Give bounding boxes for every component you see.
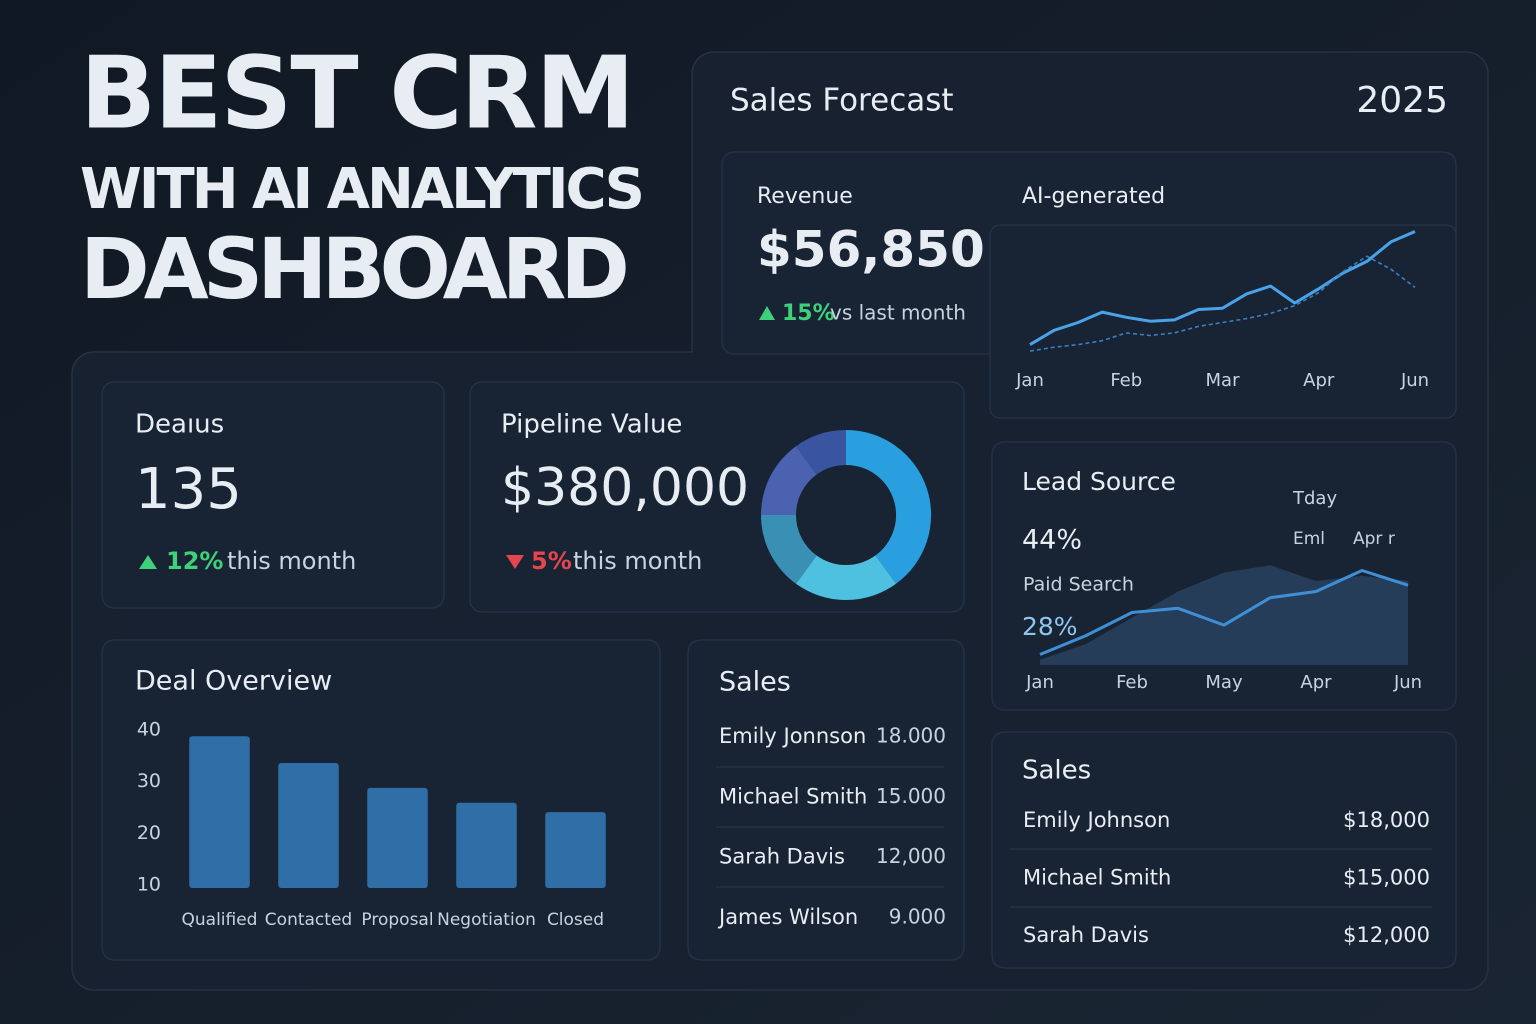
row-value: $12,000 — [1343, 923, 1430, 947]
bar — [367, 787, 428, 888]
donut-segment — [846, 429, 932, 584]
change-text: this month — [227, 547, 356, 575]
x-tick-label: Jan — [1015, 370, 1044, 391]
y-tick-label: 40 — [137, 719, 161, 741]
title-line: BEST CRM — [80, 34, 635, 151]
x-tick-label: Apr — [1300, 672, 1332, 693]
row-name: Sarah Davis — [719, 845, 845, 869]
row-value: 12,000 — [876, 844, 946, 868]
x-tick-label: Feb — [1116, 672, 1148, 693]
section-title: Sales Forecast — [730, 83, 954, 119]
row-value: $18,000 — [1343, 808, 1430, 832]
row-value: 15.000 — [876, 784, 946, 808]
chart-title: Deal Overview — [135, 666, 332, 697]
y-tick-label: 30 — [137, 770, 161, 792]
year: 2025 — [1356, 80, 1448, 121]
row-name: Emily Johnson — [1023, 808, 1170, 832]
kpi-value: 135 — [135, 457, 242, 522]
row-value: 18.000 — [876, 724, 946, 748]
stat-label: Paid Search — [1023, 574, 1134, 596]
x-tick-label: Contacted — [265, 910, 352, 930]
x-tick-label: Feb — [1110, 370, 1142, 391]
section-title: Sales — [1022, 756, 1091, 786]
x-tick-label: Closed — [547, 910, 604, 930]
x-tick-label: Qualified — [182, 910, 258, 930]
donut-segment — [796, 429, 846, 475]
x-tick-label: Proposal — [361, 910, 433, 930]
bar — [545, 812, 606, 888]
change: 12% — [166, 547, 223, 575]
card — [991, 731, 1457, 969]
x-tick-label: Mar — [1206, 370, 1241, 391]
card — [687, 639, 965, 961]
section-title: Sales — [719, 667, 791, 698]
kpi-value: $56,850 — [757, 221, 985, 279]
donut-segment — [761, 446, 817, 515]
chart-title: AI-generated — [1022, 184, 1165, 209]
change: 15% — [782, 301, 835, 326]
row-name: Emily Jonnson — [719, 724, 866, 748]
row-value: 9.000 — [889, 904, 946, 928]
label: Pipeline Value — [501, 410, 682, 440]
row-name: Sarah Davis — [1023, 923, 1149, 947]
kpi-value: $380,000 — [501, 458, 749, 518]
line — [1029, 230, 1416, 346]
bar — [189, 736, 250, 888]
change: 5% — [531, 547, 572, 575]
x-tick-label: May — [1205, 672, 1243, 693]
up-arrow — [139, 555, 157, 569]
card — [101, 381, 445, 609]
bar — [456, 802, 517, 888]
x-tick-label: Jun — [1393, 672, 1422, 693]
x-tick-label: Apr — [1303, 370, 1335, 391]
x-tick-label: Jun — [1400, 370, 1429, 391]
title-line: DASHBOARD — [80, 220, 630, 318]
donut-segment — [796, 555, 896, 601]
row-name: James Wilson — [717, 905, 858, 929]
legend-label: Tday — [1292, 488, 1337, 509]
label: Deaıus — [135, 410, 224, 440]
x-tick-label: Jan — [1025, 672, 1054, 693]
row-name: Michael Smith — [719, 784, 867, 808]
y-tick-label: 20 — [137, 822, 161, 844]
card — [989, 224, 1457, 419]
row-name: Michael Smith — [1023, 866, 1171, 890]
legend-label: Eml — [1293, 529, 1325, 549]
change-text: this month — [573, 547, 702, 575]
stat: 28% — [1022, 612, 1078, 641]
label: Revenue — [757, 184, 853, 209]
up-arrow — [759, 306, 775, 320]
down-arrow — [506, 555, 524, 569]
y-tick-label: 10 — [137, 873, 161, 895]
donut-segment — [760, 515, 817, 584]
x-tick-label: Negotiation — [437, 910, 536, 930]
row-value: $15,000 — [1343, 866, 1430, 890]
section-title: Lead Source — [1022, 467, 1176, 496]
change-text: vs last month — [830, 301, 966, 325]
bar — [278, 763, 339, 888]
stat: 44% — [1022, 525, 1082, 556]
line — [1039, 569, 1409, 656]
line — [1029, 255, 1416, 352]
legend-label: Apr r — [1353, 529, 1395, 549]
title-line: WITH AI ANALYTICS — [80, 157, 645, 222]
